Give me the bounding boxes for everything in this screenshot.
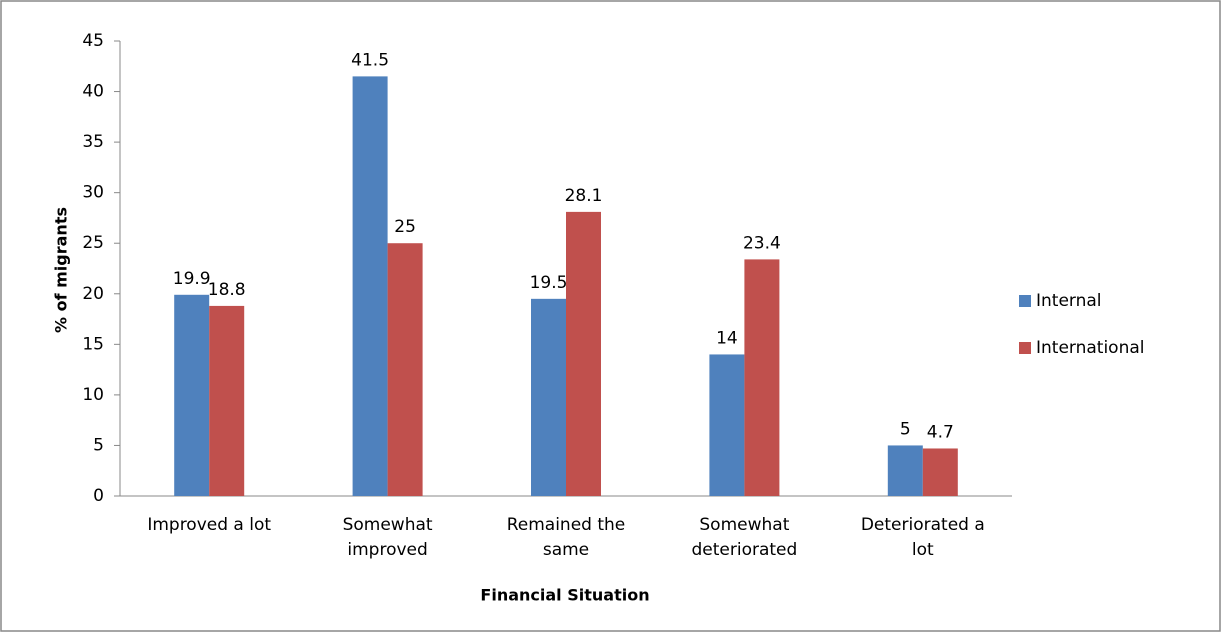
bar [922, 448, 958, 496]
y-tick-label: 10 [82, 385, 104, 405]
bar [744, 259, 780, 496]
value-label: 25 [394, 217, 416, 237]
bar [709, 354, 745, 496]
y-axis-title: % of migrants [52, 207, 71, 333]
bar [531, 298, 566, 496]
bar [209, 305, 245, 496]
y-tick-label: 30 [82, 183, 104, 203]
value-label: 14 [716, 328, 738, 348]
value-label: 23.4 [743, 233, 781, 253]
y-tick-label: 5 [93, 435, 104, 455]
bar [352, 76, 388, 496]
value-label: 5 [900, 419, 911, 439]
bar [174, 294, 210, 496]
x-tick-label: Improved a lot [147, 515, 272, 535]
x-tick-label: Somewhat improved [342, 515, 433, 560]
legend-label: International [1036, 338, 1145, 358]
x-tick-label: Somewhat deteriorated [691, 515, 798, 560]
legend-swatch [1019, 295, 1031, 307]
value-label: 28.1 [565, 186, 603, 206]
legend-swatch [1019, 342, 1031, 354]
x-axis-title: Financial Situation [480, 586, 649, 605]
value-label: 19.5 [530, 273, 568, 293]
y-tick-label: 20 [82, 284, 104, 304]
x-tick-label: Deteriorated a lot [860, 515, 985, 560]
legend-label: Internal [1036, 291, 1102, 311]
x-tick-label: Remained the same [506, 515, 626, 560]
y-tick-label: 40 [82, 82, 104, 102]
value-label: 4.7 [927, 422, 954, 442]
value-label: 19.9 [173, 269, 211, 289]
bar [566, 211, 601, 496]
value-label: 18.8 [208, 280, 246, 300]
y-tick-label: 15 [82, 334, 104, 354]
value-label: 41.5 [351, 50, 389, 70]
y-tick-label: 45 [82, 31, 104, 51]
bar [887, 445, 923, 496]
bar [387, 243, 423, 496]
y-tick-label: 0 [93, 486, 104, 506]
y-tick-label: 35 [82, 132, 104, 152]
y-tick-label: 25 [82, 233, 104, 253]
